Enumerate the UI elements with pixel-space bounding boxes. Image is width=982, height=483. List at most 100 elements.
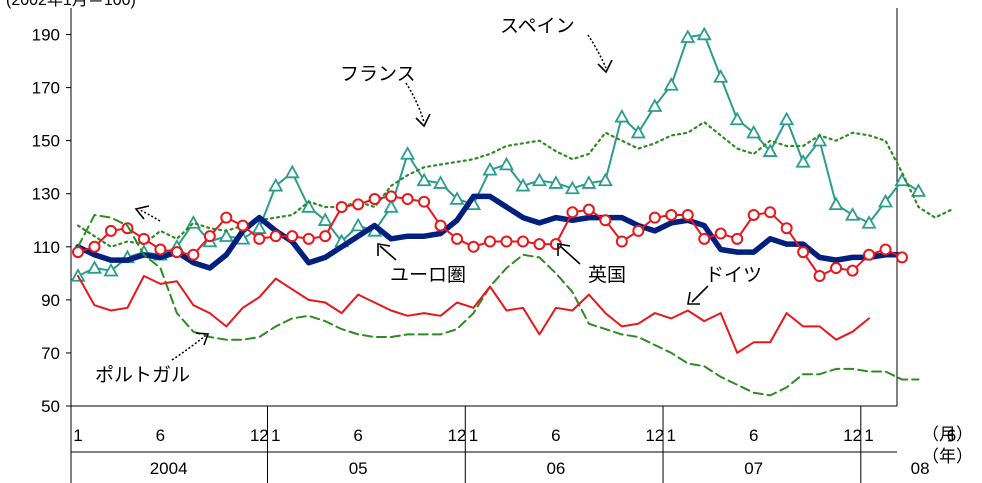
y-tick-label: 110 — [33, 238, 60, 257]
y-tick-label: 150 — [32, 132, 60, 151]
series-point — [385, 190, 398, 203]
series-point — [317, 212, 333, 226]
series-point — [103, 262, 119, 277]
arrow-spain-head — [597, 59, 613, 74]
series-point — [548, 175, 564, 189]
arrow-france — [405, 82, 425, 123]
series-point — [383, 199, 399, 213]
axes — [70, 8, 898, 483]
series-point — [813, 269, 826, 282]
series-point — [286, 230, 299, 243]
series-point — [185, 215, 201, 229]
series-point — [104, 224, 117, 237]
series-point — [762, 143, 778, 157]
x-unit-year: （年） — [922, 447, 973, 466]
y-tick-label: 70 — [41, 344, 60, 363]
series-point — [301, 199, 317, 213]
series-point — [566, 206, 579, 219]
x-tick-label: 1 — [271, 426, 280, 445]
year-label: 07 — [744, 459, 763, 478]
x-tick-label: 12 — [645, 426, 664, 445]
series-point — [680, 29, 696, 43]
series-point — [451, 232, 464, 245]
series-point — [630, 124, 646, 139]
series-point — [746, 124, 762, 139]
series-point — [681, 208, 694, 221]
x-tick-label: 1 — [469, 426, 478, 445]
x-tick-label: 12 — [843, 426, 862, 445]
series-point — [729, 111, 745, 126]
series-point — [582, 203, 595, 216]
arrow-portugal — [171, 335, 206, 361]
year-label: 05 — [349, 459, 368, 478]
series-point — [416, 172, 432, 187]
series-point — [368, 193, 381, 206]
series-point — [335, 201, 348, 213]
arrow-germany — [691, 285, 709, 303]
series-point — [663, 77, 679, 91]
series-point — [533, 238, 546, 251]
annotation-eurozone: ユーロ圏 — [390, 265, 466, 286]
series-point — [910, 183, 927, 197]
arrow-france-left-head — [134, 205, 150, 220]
series-point — [863, 248, 876, 261]
series-line — [77, 33, 920, 277]
arrow-uk — [559, 245, 581, 265]
y-tick-label: 190 — [32, 26, 60, 45]
annotations: スペイン フランス ユーロ圏 英国 ドイツ ポルトガル — [95, 16, 762, 386]
x-tick-label: 6 — [156, 426, 165, 445]
series-point — [861, 215, 877, 229]
series-point — [845, 207, 861, 221]
x-tick-label: 6 — [749, 426, 758, 445]
x-tick-label: 6 — [353, 426, 362, 445]
x-tick-label: 12 — [448, 426, 467, 445]
series-point — [86, 260, 103, 274]
series-point — [830, 262, 843, 275]
x-tick-label: 1 — [73, 426, 82, 445]
year-label: 06 — [546, 459, 565, 478]
x-ticks: 161216121612161216121200405060708 — [73, 406, 956, 483]
series-point — [154, 243, 167, 256]
series-point — [284, 164, 300, 179]
x-tick-label: 1 — [667, 426, 676, 445]
arrow-france-head — [415, 113, 431, 128]
series-point — [531, 172, 547, 187]
series-point — [632, 224, 645, 237]
series-point — [599, 214, 612, 227]
series-point — [170, 246, 183, 259]
annotation-france: フランス — [340, 64, 416, 85]
year-label: 08 — [911, 459, 930, 478]
y-tick-label: 50 — [41, 397, 60, 416]
x-tick-label: 6 — [551, 426, 560, 445]
series-point — [418, 195, 431, 208]
series-point — [731, 232, 744, 245]
series-point — [302, 232, 315, 245]
series-point — [698, 232, 711, 245]
series-point — [137, 232, 150, 245]
y-ticks: 50 70 90 110 130 150 170 190 — [32, 26, 71, 416]
series-point — [236, 219, 249, 232]
series-group — [70, 26, 953, 397]
y-tick-label: 130 — [32, 185, 60, 204]
arrow-spain — [587, 34, 607, 69]
series-point — [187, 248, 200, 261]
series-point — [797, 246, 810, 259]
y-unit-label: (2002年1月＝100) — [6, 0, 136, 9]
series-point — [484, 235, 496, 248]
series-point — [515, 177, 531, 192]
series-point — [269, 230, 282, 243]
arrow-germany-head — [687, 291, 700, 305]
series-point — [614, 108, 630, 123]
annotation-spain: スペイン — [500, 16, 575, 37]
series-line — [77, 275, 870, 354]
series-point — [564, 180, 580, 195]
series-point — [581, 175, 597, 189]
series-point — [696, 26, 712, 41]
x-tick-label: 12 — [250, 426, 269, 445]
series-point — [665, 208, 678, 221]
series-point — [846, 264, 859, 277]
series-point — [879, 243, 892, 256]
arrow-eurozone — [379, 245, 397, 261]
